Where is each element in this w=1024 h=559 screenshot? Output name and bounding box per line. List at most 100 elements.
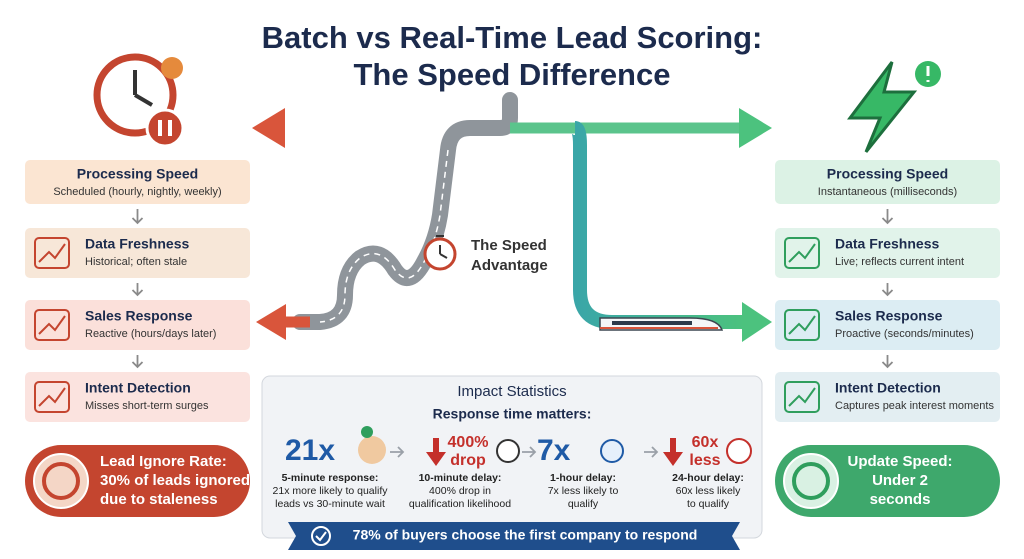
down-arrow	[131, 283, 144, 297]
down-arrow	[881, 209, 894, 225]
batch-gear	[161, 57, 183, 79]
item-icon-line	[788, 315, 816, 335]
stopwatch-hands	[436, 235, 448, 259]
item-icon	[34, 381, 70, 413]
stat-caption: qualify	[568, 498, 599, 510]
stat-caption: 60x less likely	[676, 485, 742, 497]
handshake-icon	[358, 436, 386, 464]
down-arrow-red	[426, 438, 446, 466]
down-arrow	[131, 355, 144, 369]
down-arrow-red	[663, 438, 683, 466]
item-text: Misses short-term surges	[85, 400, 209, 412]
callout-text: 30% of leads ignored	[100, 472, 250, 489]
item-icon-line	[38, 243, 66, 263]
item-text: Scheduled (hourly, nightly, weekly)	[53, 186, 221, 198]
callout-icon	[33, 453, 89, 509]
stat-caption: 10-minute delay:	[419, 472, 502, 484]
item-icon	[34, 309, 70, 341]
item-text: Instantaneous (milliseconds)	[818, 186, 957, 198]
item-title: Intent Detection	[835, 380, 941, 396]
panel-box	[775, 228, 1000, 278]
item-icon-line	[38, 387, 66, 407]
callout-text: Under 2	[872, 472, 928, 489]
stat-caption: 24-hour delay:	[672, 472, 744, 484]
item-title: Data Freshness	[835, 236, 939, 252]
item-icon	[784, 381, 820, 413]
callout-icon	[783, 453, 839, 509]
callout-text: Lead Ignore Rate:	[100, 453, 227, 470]
item-title: Data Freshness	[85, 236, 189, 252]
panel-box	[775, 300, 1000, 350]
impact-subtitle: Response time matters:	[433, 406, 592, 422]
item-title: Sales Response	[835, 308, 943, 324]
item-icon	[784, 237, 820, 269]
item-icon	[784, 309, 820, 341]
stat-caption: qualification likelihood	[409, 498, 511, 510]
item-text: Proactive (seconds/minutes)	[835, 328, 974, 340]
train-stripe	[600, 327, 718, 329]
item-icon	[34, 237, 70, 269]
red-tail-head	[256, 304, 286, 340]
batch-pause-bars	[158, 120, 172, 136]
banner-text: 78% of buyers choose the first company t…	[353, 527, 698, 543]
batch-clock-hands	[133, 70, 154, 107]
stat-caption: 400% drop in	[429, 485, 491, 497]
stat-caption: leads vs 30-minute wait	[275, 498, 385, 510]
center-label: The Speed	[471, 237, 547, 254]
banner-check	[311, 526, 331, 546]
stat-figure: 60x	[692, 434, 719, 451]
item-title: Sales Response	[85, 308, 193, 324]
down-arrow	[881, 355, 894, 369]
item-text: Reactive (hours/days later)	[85, 328, 216, 340]
stat-figure: drop	[450, 452, 486, 469]
stat-caption: to qualify	[687, 498, 730, 510]
chevron	[644, 446, 659, 458]
arrow-right-head	[739, 108, 772, 148]
banner	[288, 522, 740, 550]
item-icon-line	[788, 387, 816, 407]
stat-caption: 21x more likely to qualify	[273, 485, 389, 497]
callout-text: due to staleness	[100, 491, 218, 508]
panel-box	[775, 372, 1000, 422]
arrow-left-head	[252, 108, 285, 148]
item-title: Intent Detection	[85, 380, 191, 396]
stat-caption: 5-minute response:	[282, 472, 379, 484]
stat-caption: 7x less likely to	[548, 485, 619, 497]
item-text: Historical; often stale	[85, 256, 187, 268]
callout-text: Update Speed:	[847, 453, 952, 470]
title: The Speed Difference	[354, 57, 671, 92]
bolt	[847, 61, 918, 153]
stat-caption: 1-hour delay:	[550, 472, 616, 484]
stat-figure: 21x	[285, 434, 335, 467]
callout-icon-ring	[42, 462, 80, 500]
panel-box	[25, 300, 250, 350]
impact-title: Impact Statistics	[457, 383, 566, 400]
check-icon	[361, 426, 373, 438]
item-title: Processing Speed	[77, 166, 198, 182]
callout-icon-ring	[792, 462, 830, 500]
timer-icon	[726, 438, 752, 464]
callout-text: seconds	[870, 491, 931, 508]
banner-check-mark	[315, 531, 327, 542]
stat-figure: less	[689, 452, 720, 469]
item-icon-line	[788, 243, 816, 263]
green-head	[742, 302, 772, 342]
panel-box	[25, 372, 250, 422]
panel-box	[775, 160, 1000, 204]
stat-figure: 7x	[537, 434, 571, 467]
down-arrow	[881, 283, 894, 297]
chevron	[522, 446, 537, 458]
train-windows	[612, 321, 692, 325]
item-icon-line	[38, 315, 66, 335]
green-track	[571, 121, 745, 329]
chevron	[390, 446, 405, 458]
item-title: Processing Speed	[827, 166, 948, 182]
timer-icon	[496, 439, 520, 463]
title: Batch vs Real-Time Lead Scoring:	[262, 20, 763, 55]
batch-pause	[145, 108, 185, 148]
panel-box	[25, 228, 250, 278]
center-label: Advantage	[471, 257, 548, 274]
stat-figure: 400%	[448, 434, 489, 451]
